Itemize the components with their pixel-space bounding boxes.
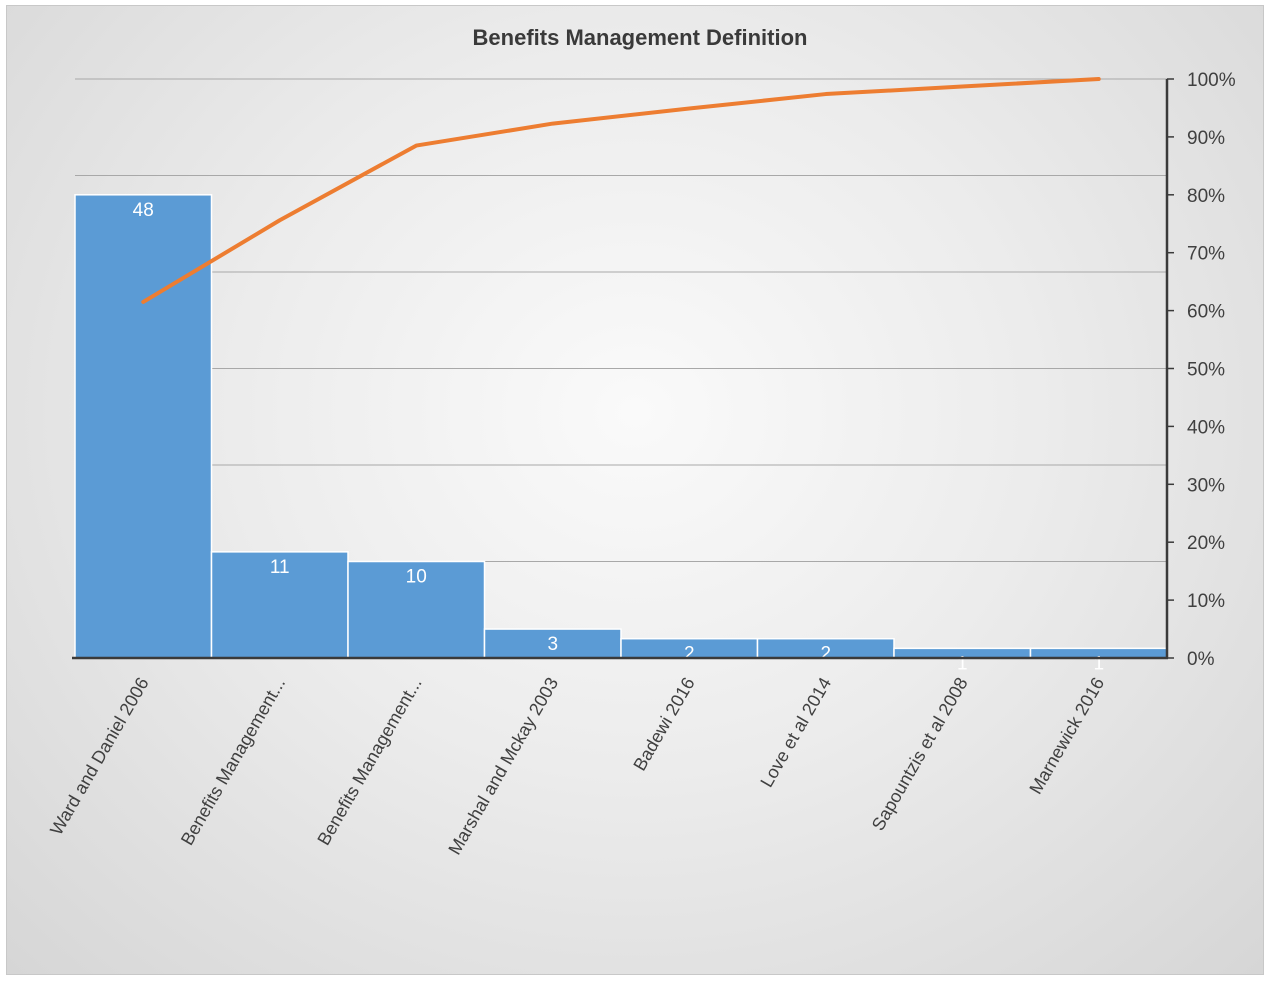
y2-tick-label: 80% bbox=[1187, 186, 1225, 207]
y2-tick-label: 10% bbox=[1187, 591, 1225, 612]
category-label: Love et al 2014 bbox=[756, 674, 835, 791]
y2-tick-label: 50% bbox=[1187, 360, 1225, 381]
category-labels: Ward and Daniel 2006 Benefits Management.… bbox=[46, 674, 1108, 858]
category-label: Benefits Management... bbox=[177, 674, 289, 849]
category-label: Marshal and Mckay 2003 bbox=[444, 674, 562, 858]
y2-tick-label: 90% bbox=[1187, 128, 1225, 149]
category-label: Ward and Daniel 2006 bbox=[46, 674, 153, 839]
category-label: Sapountzis et al 2008 bbox=[868, 674, 972, 834]
category-label: Badewi 2016 bbox=[629, 674, 698, 774]
bar-value-label: 1 bbox=[957, 653, 968, 674]
bar-value-label: 11 bbox=[270, 557, 290, 578]
bar-value-label: 48 bbox=[133, 200, 154, 221]
bar bbox=[347, 560, 486, 659]
y2-tick-label: 20% bbox=[1187, 533, 1225, 554]
bar-value-label: 2 bbox=[820, 644, 831, 665]
chart-frame bbox=[6, 5, 1264, 975]
y2-tick-label: 60% bbox=[1187, 302, 1225, 323]
bar-value-label: 3 bbox=[547, 634, 558, 655]
y2-tick-label: 100% bbox=[1187, 70, 1236, 91]
bar-value-label: 10 bbox=[406, 567, 427, 588]
category-label: Benefits Management... bbox=[313, 674, 425, 849]
bar bbox=[74, 194, 213, 659]
y2-tick-label: 70% bbox=[1187, 244, 1225, 265]
category-label: Marnewick 2016 bbox=[1025, 674, 1108, 798]
chart-title: Benefits Management Definition bbox=[473, 25, 808, 50]
bars bbox=[74, 194, 1168, 659]
gridlines bbox=[75, 78, 1167, 562]
cumulative-line bbox=[141, 77, 1101, 304]
bar-value-label: 1 bbox=[1093, 653, 1104, 674]
y2-tick-label: 0% bbox=[1187, 649, 1215, 670]
y2-tick-label: 30% bbox=[1187, 475, 1225, 496]
cumulative-line-group bbox=[141, 77, 1101, 304]
secondary-axis-ticks: 0% 10% 20% 30% 40% 50% 60% 70% 80% 90% 100% bbox=[1167, 70, 1236, 670]
bar-value-label: 2 bbox=[684, 644, 695, 665]
y2-tick-label: 40% bbox=[1187, 417, 1225, 438]
